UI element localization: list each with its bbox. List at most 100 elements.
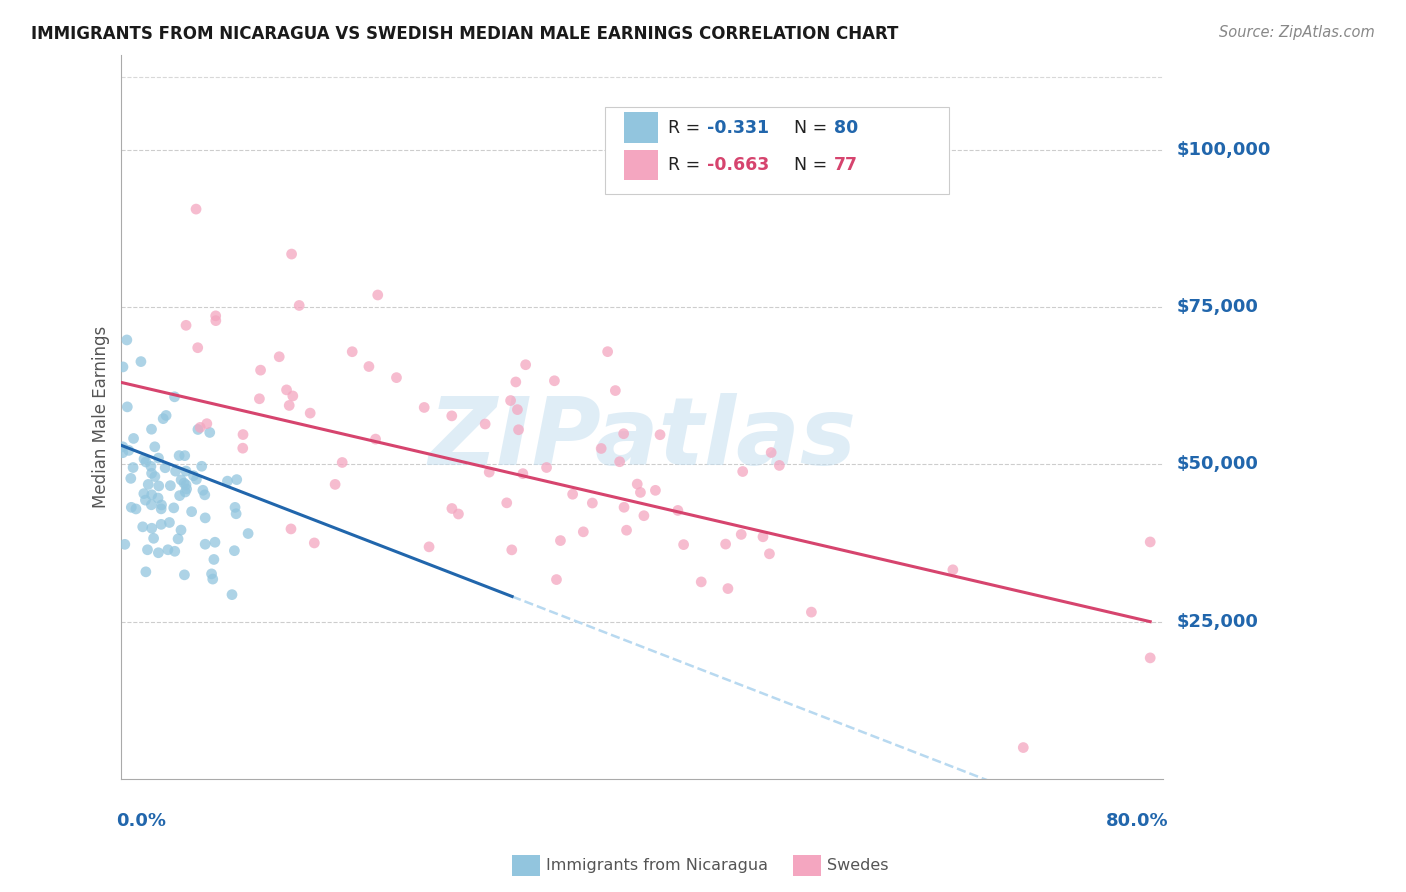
Point bbox=[596, 344, 619, 359]
Text: Source: ZipAtlas.com: Source: ZipAtlas.com bbox=[1219, 25, 1375, 40]
Point bbox=[170, 523, 193, 537]
Point bbox=[150, 517, 173, 532]
Point bbox=[800, 605, 823, 619]
Point bbox=[633, 508, 655, 523]
Point bbox=[478, 465, 501, 479]
Point bbox=[183, 468, 205, 483]
Text: 0.0%: 0.0% bbox=[117, 812, 166, 830]
Point bbox=[115, 333, 138, 347]
Point bbox=[170, 473, 193, 487]
Point bbox=[299, 406, 322, 420]
Point bbox=[132, 452, 155, 467]
Point bbox=[225, 507, 247, 521]
Text: R =: R = bbox=[668, 156, 706, 174]
Text: 80: 80 bbox=[834, 119, 858, 136]
Point bbox=[117, 400, 139, 414]
Point bbox=[188, 420, 211, 434]
Point bbox=[447, 507, 470, 521]
Point bbox=[440, 501, 463, 516]
Point bbox=[280, 522, 302, 536]
Point bbox=[141, 488, 163, 502]
Point bbox=[148, 451, 170, 466]
Point bbox=[167, 449, 190, 463]
Point bbox=[204, 535, 226, 549]
Point bbox=[626, 477, 648, 491]
Text: $75,000: $75,000 bbox=[1177, 298, 1258, 316]
Point bbox=[165, 464, 187, 478]
Point bbox=[202, 552, 225, 566]
Point bbox=[505, 375, 527, 389]
Text: ZIPatlas: ZIPatlas bbox=[429, 392, 856, 485]
Point bbox=[342, 344, 364, 359]
Point bbox=[141, 521, 163, 535]
Point bbox=[546, 573, 568, 587]
Point bbox=[118, 443, 141, 458]
Point bbox=[730, 527, 752, 541]
Point bbox=[512, 467, 534, 481]
Point bbox=[169, 489, 191, 503]
Point bbox=[605, 384, 627, 398]
Point bbox=[125, 502, 148, 516]
Text: R =: R = bbox=[668, 119, 706, 136]
Point bbox=[221, 588, 243, 602]
Point bbox=[591, 442, 613, 456]
Point bbox=[752, 530, 775, 544]
Point bbox=[141, 467, 163, 481]
Point bbox=[194, 511, 217, 525]
Point bbox=[536, 460, 558, 475]
Point bbox=[225, 473, 247, 487]
Point bbox=[440, 409, 463, 423]
Point bbox=[288, 298, 311, 312]
Point bbox=[304, 536, 326, 550]
Point bbox=[413, 401, 436, 415]
Point bbox=[163, 544, 186, 558]
Point bbox=[150, 498, 173, 512]
Point bbox=[173, 449, 195, 463]
Point bbox=[759, 445, 782, 459]
Point bbox=[120, 500, 142, 515]
Point bbox=[132, 486, 155, 500]
Point bbox=[163, 390, 186, 404]
Point bbox=[942, 563, 965, 577]
Text: IMMIGRANTS FROM NICARAGUA VS SWEDISH MEDIAN MALE EARNINGS CORRELATION CHART: IMMIGRANTS FROM NICARAGUA VS SWEDISH MED… bbox=[31, 25, 898, 43]
Point bbox=[232, 441, 254, 455]
Point bbox=[613, 500, 636, 515]
Point bbox=[357, 359, 380, 374]
Point bbox=[191, 483, 214, 498]
Point bbox=[1139, 535, 1161, 549]
Point bbox=[195, 417, 218, 431]
Point bbox=[186, 472, 208, 486]
Point bbox=[174, 485, 197, 500]
Point bbox=[155, 409, 177, 423]
Point bbox=[129, 354, 152, 368]
Point bbox=[141, 422, 163, 436]
Text: 77: 77 bbox=[834, 156, 858, 174]
Point bbox=[474, 417, 496, 431]
Point bbox=[143, 469, 166, 483]
Point bbox=[731, 465, 754, 479]
Point bbox=[134, 493, 156, 508]
Point bbox=[143, 440, 166, 454]
Point bbox=[323, 477, 346, 491]
Point bbox=[136, 542, 159, 557]
Text: -0.663: -0.663 bbox=[707, 156, 769, 174]
Point bbox=[581, 496, 603, 510]
Point bbox=[146, 491, 169, 505]
Text: Immigrants from Nicaragua: Immigrants from Nicaragua bbox=[546, 858, 768, 872]
Text: $100,000: $100,000 bbox=[1177, 141, 1271, 159]
Point bbox=[135, 455, 157, 469]
Point bbox=[506, 402, 529, 417]
Point bbox=[367, 288, 389, 302]
Point bbox=[717, 582, 740, 596]
Point bbox=[278, 399, 301, 413]
Point bbox=[364, 432, 387, 446]
Point bbox=[174, 464, 197, 478]
Point bbox=[111, 446, 134, 460]
Point bbox=[666, 503, 689, 517]
Point bbox=[150, 501, 173, 516]
Point bbox=[609, 455, 631, 469]
Point bbox=[184, 202, 207, 216]
Point bbox=[543, 374, 565, 388]
Point bbox=[173, 476, 195, 491]
Point bbox=[120, 471, 142, 485]
